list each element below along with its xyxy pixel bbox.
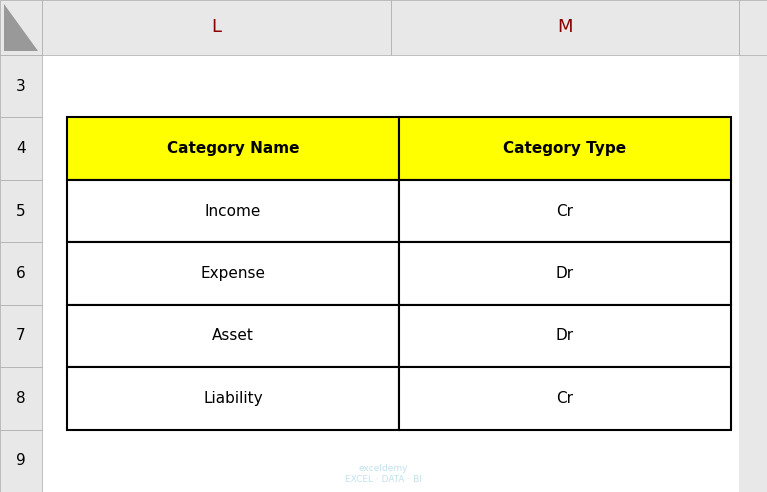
Bar — [67, 305, 399, 367]
Text: L: L — [211, 19, 221, 36]
Bar — [739, 55, 767, 492]
Bar — [67, 118, 399, 180]
Text: 7: 7 — [16, 329, 26, 343]
Text: Income: Income — [205, 204, 262, 218]
Text: Category Name: Category Name — [166, 141, 299, 156]
Bar — [0, 0, 767, 55]
Bar — [67, 242, 399, 305]
Text: 3: 3 — [16, 79, 26, 93]
Text: Cr: Cr — [557, 391, 574, 406]
Bar — [399, 367, 731, 430]
Bar — [739, 0, 767, 55]
Text: Category Type: Category Type — [503, 141, 627, 156]
Text: 8: 8 — [16, 391, 26, 406]
Bar — [0, 305, 42, 367]
Text: Liability: Liability — [203, 391, 263, 406]
Bar — [42, 55, 767, 492]
Bar — [390, 0, 739, 55]
Bar — [0, 55, 42, 118]
Bar — [399, 118, 731, 180]
Bar — [0, 367, 42, 430]
Polygon shape — [4, 4, 38, 51]
Bar — [0, 242, 42, 305]
Bar — [42, 0, 390, 55]
Bar — [0, 118, 42, 180]
Text: exceldemy
EXCEL · DATA · BI: exceldemy EXCEL · DATA · BI — [345, 464, 422, 484]
Text: 6: 6 — [16, 266, 26, 281]
Bar — [399, 242, 731, 305]
Text: 5: 5 — [16, 204, 26, 218]
Text: Asset: Asset — [212, 329, 254, 343]
Text: Expense: Expense — [200, 266, 265, 281]
Text: 4: 4 — [16, 141, 26, 156]
Bar — [67, 180, 399, 242]
Bar — [0, 430, 42, 492]
Bar — [399, 305, 731, 367]
Text: Cr: Cr — [557, 204, 574, 218]
Bar — [67, 367, 399, 430]
Text: Dr: Dr — [556, 329, 574, 343]
Bar — [0, 180, 42, 242]
Bar — [0, 0, 42, 55]
Text: Dr: Dr — [556, 266, 574, 281]
Text: 9: 9 — [16, 453, 26, 468]
Text: M: M — [557, 19, 572, 36]
Bar — [399, 180, 731, 242]
